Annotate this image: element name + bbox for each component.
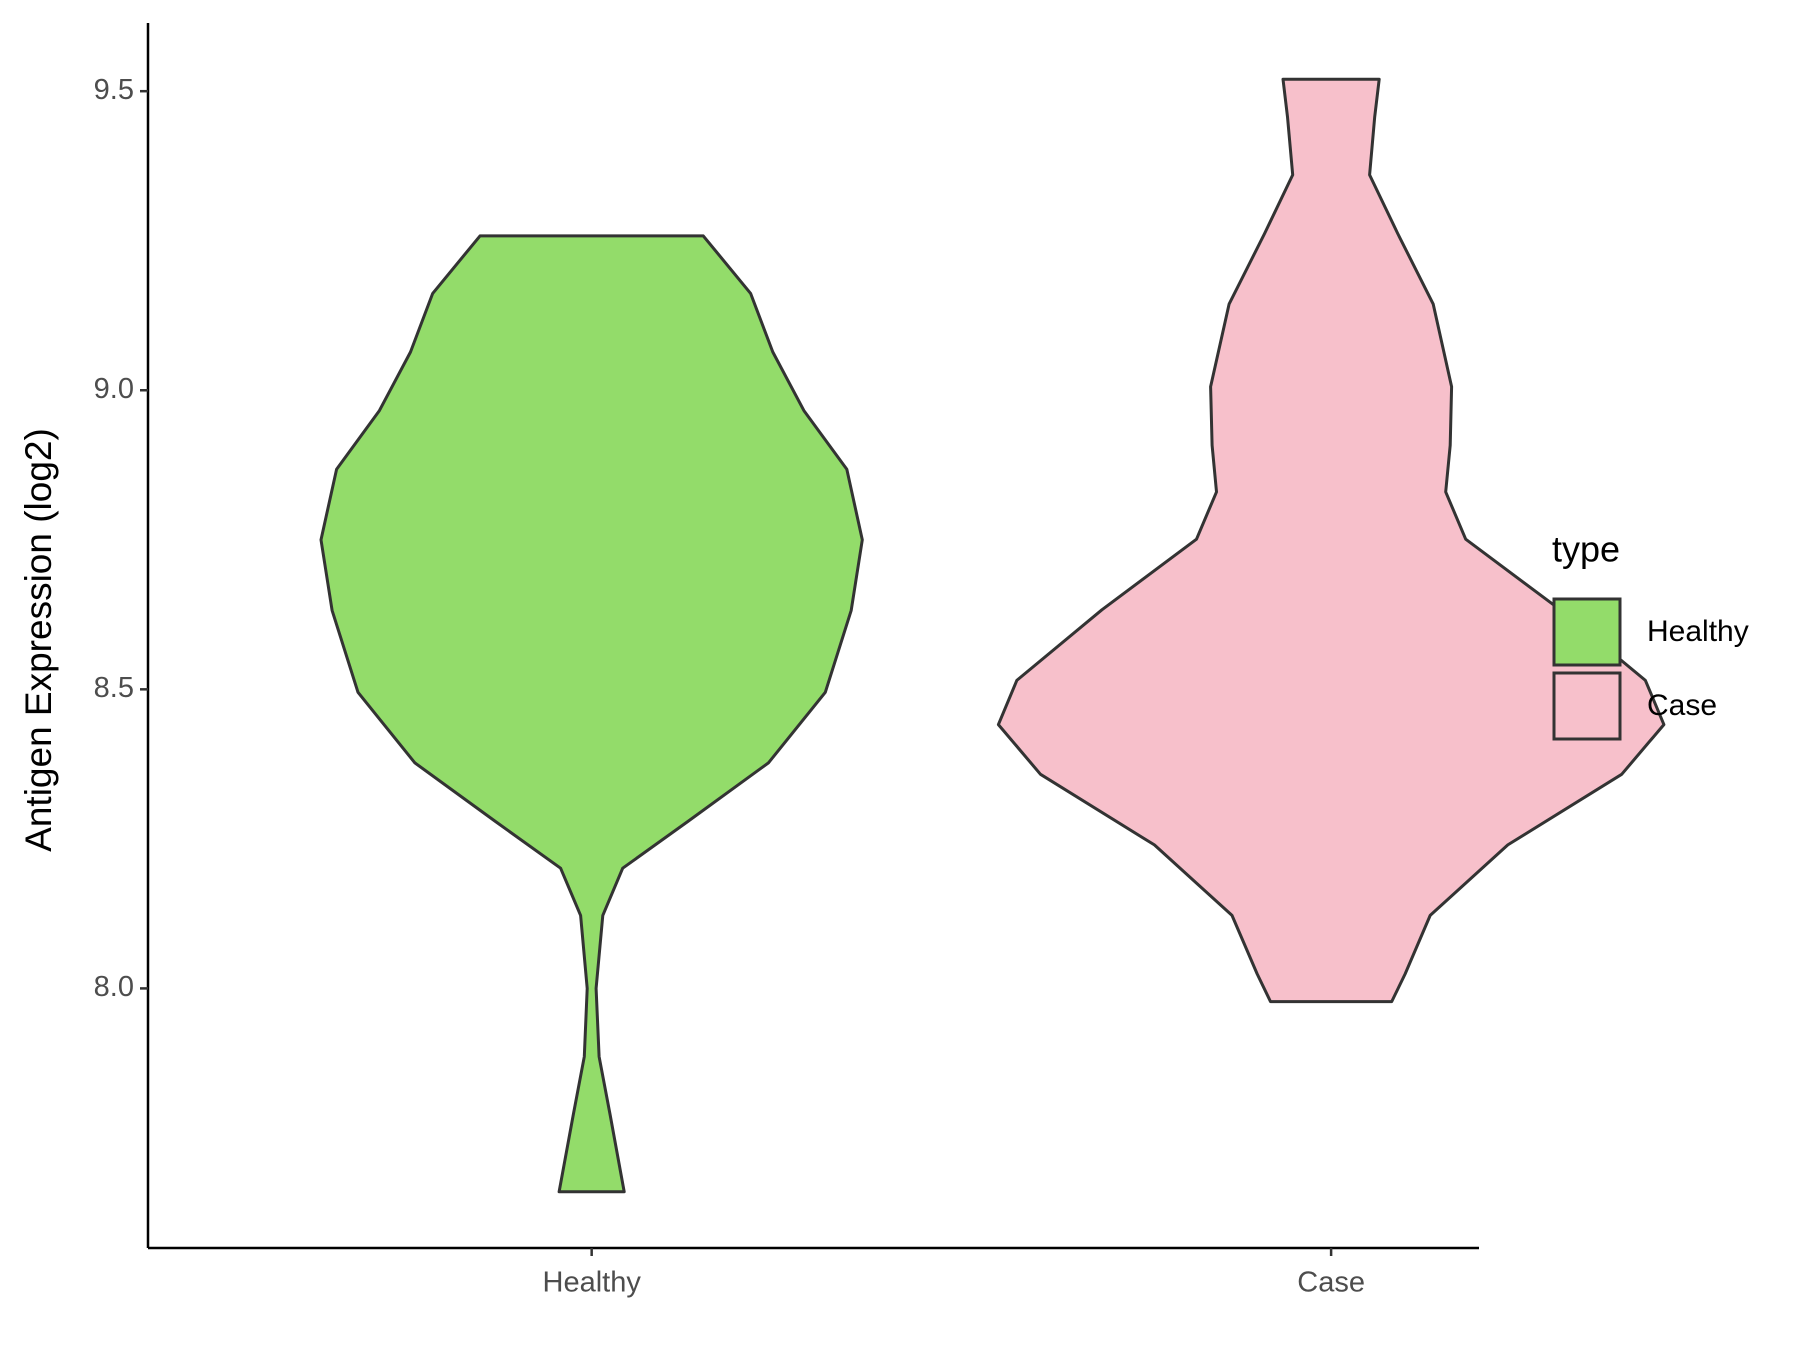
y-tick-label: 8.0 bbox=[94, 971, 134, 1003]
violin bbox=[319, 234, 864, 1194]
y-tick-label: 8.5 bbox=[94, 672, 134, 704]
legend-key bbox=[1552, 597, 1622, 667]
legend-title: type bbox=[1552, 529, 1620, 570]
x-tick-label: Healthy bbox=[543, 1267, 642, 1299]
x-tick-label: Case bbox=[1297, 1267, 1365, 1299]
y-tick-label: 9.5 bbox=[94, 74, 134, 106]
legend-label: Case bbox=[1647, 689, 1717, 722]
legend-key bbox=[1552, 671, 1622, 741]
violin bbox=[996, 77, 1666, 1004]
legend-label: Healthy bbox=[1647, 615, 1749, 648]
y-axis-title: Antigen Expression (log2) bbox=[18, 428, 59, 852]
y-tick-label: 9.0 bbox=[94, 373, 134, 405]
